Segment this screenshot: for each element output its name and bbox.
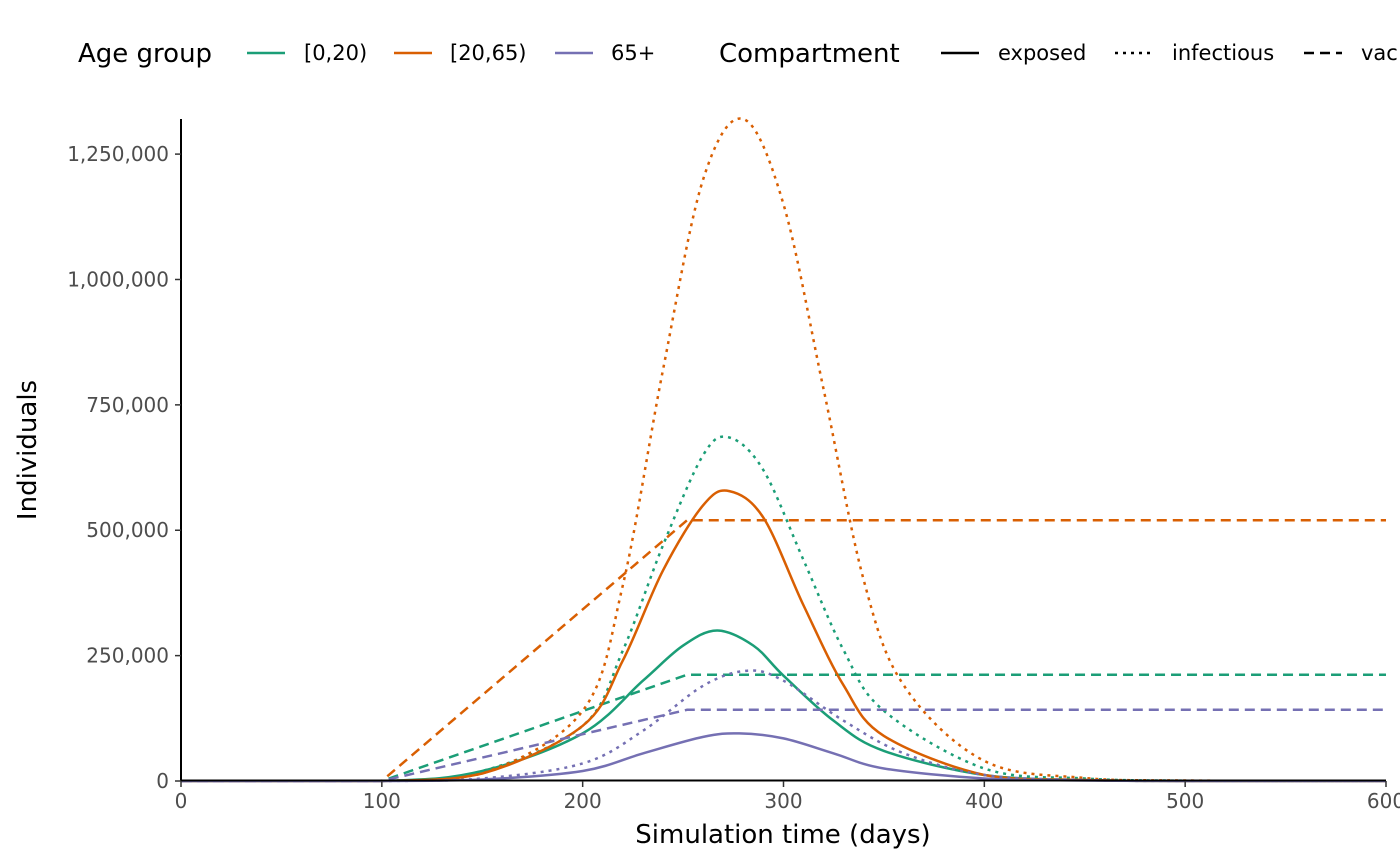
legend-title-age-group: Age group: [78, 39, 212, 69]
legend-label-age-20-65: [20,65): [450, 41, 527, 65]
y-axis-ticks: 0 250,000 500,000 750,000 1,000,000 1,250,000: [67, 142, 181, 793]
series-line-65-plus-infectious: [181, 669, 1386, 783]
y-tick-label: 0: [156, 769, 169, 793]
series-line-0-20-vac: [181, 673, 1386, 783]
legend-title-compartment: Compartment: [719, 39, 900, 69]
series-line-0-20-infectious: [181, 435, 1387, 783]
x-tick-label: 200: [564, 789, 602, 813]
x-axis-ticks: 0 100 200 300 400 500 600: [175, 781, 1400, 813]
x-tick-label: 300: [764, 789, 802, 813]
series-line-0-20-exposed: [181, 629, 1386, 783]
x-tick-label: 500: [1166, 789, 1204, 813]
legend-label-age-65-plus: 65+: [611, 41, 655, 65]
legend-label-infectious: infectious: [1172, 41, 1274, 65]
y-tick-label: 750,000: [86, 393, 169, 417]
y-axis-title: Individuals: [13, 380, 43, 520]
legend-label-exposed: exposed: [998, 41, 1086, 65]
series-line-65-plus-vac: [181, 708, 1386, 783]
x-tick-label: 400: [965, 789, 1003, 813]
legend-label-vac: vac: [1361, 41, 1398, 65]
legend-label-age-0-20: [0,20): [304, 41, 367, 65]
series-line-65-plus-exposed: [181, 732, 1386, 783]
y-tick-label: 500,000: [86, 518, 169, 542]
x-tick-label: 100: [363, 789, 401, 813]
y-tick-label: 1,250,000: [67, 142, 169, 166]
legend: Age group [0,20) [20,65) 65+ Compartment…: [78, 39, 1398, 69]
x-tick-label: 600: [1367, 789, 1400, 813]
series-layer: [181, 117, 1387, 783]
x-tick-label: 0: [175, 789, 188, 813]
x-axis-title: Simulation time (days): [635, 820, 930, 850]
y-tick-label: 250,000: [86, 644, 169, 668]
y-tick-label: 1,000,000: [67, 267, 169, 291]
